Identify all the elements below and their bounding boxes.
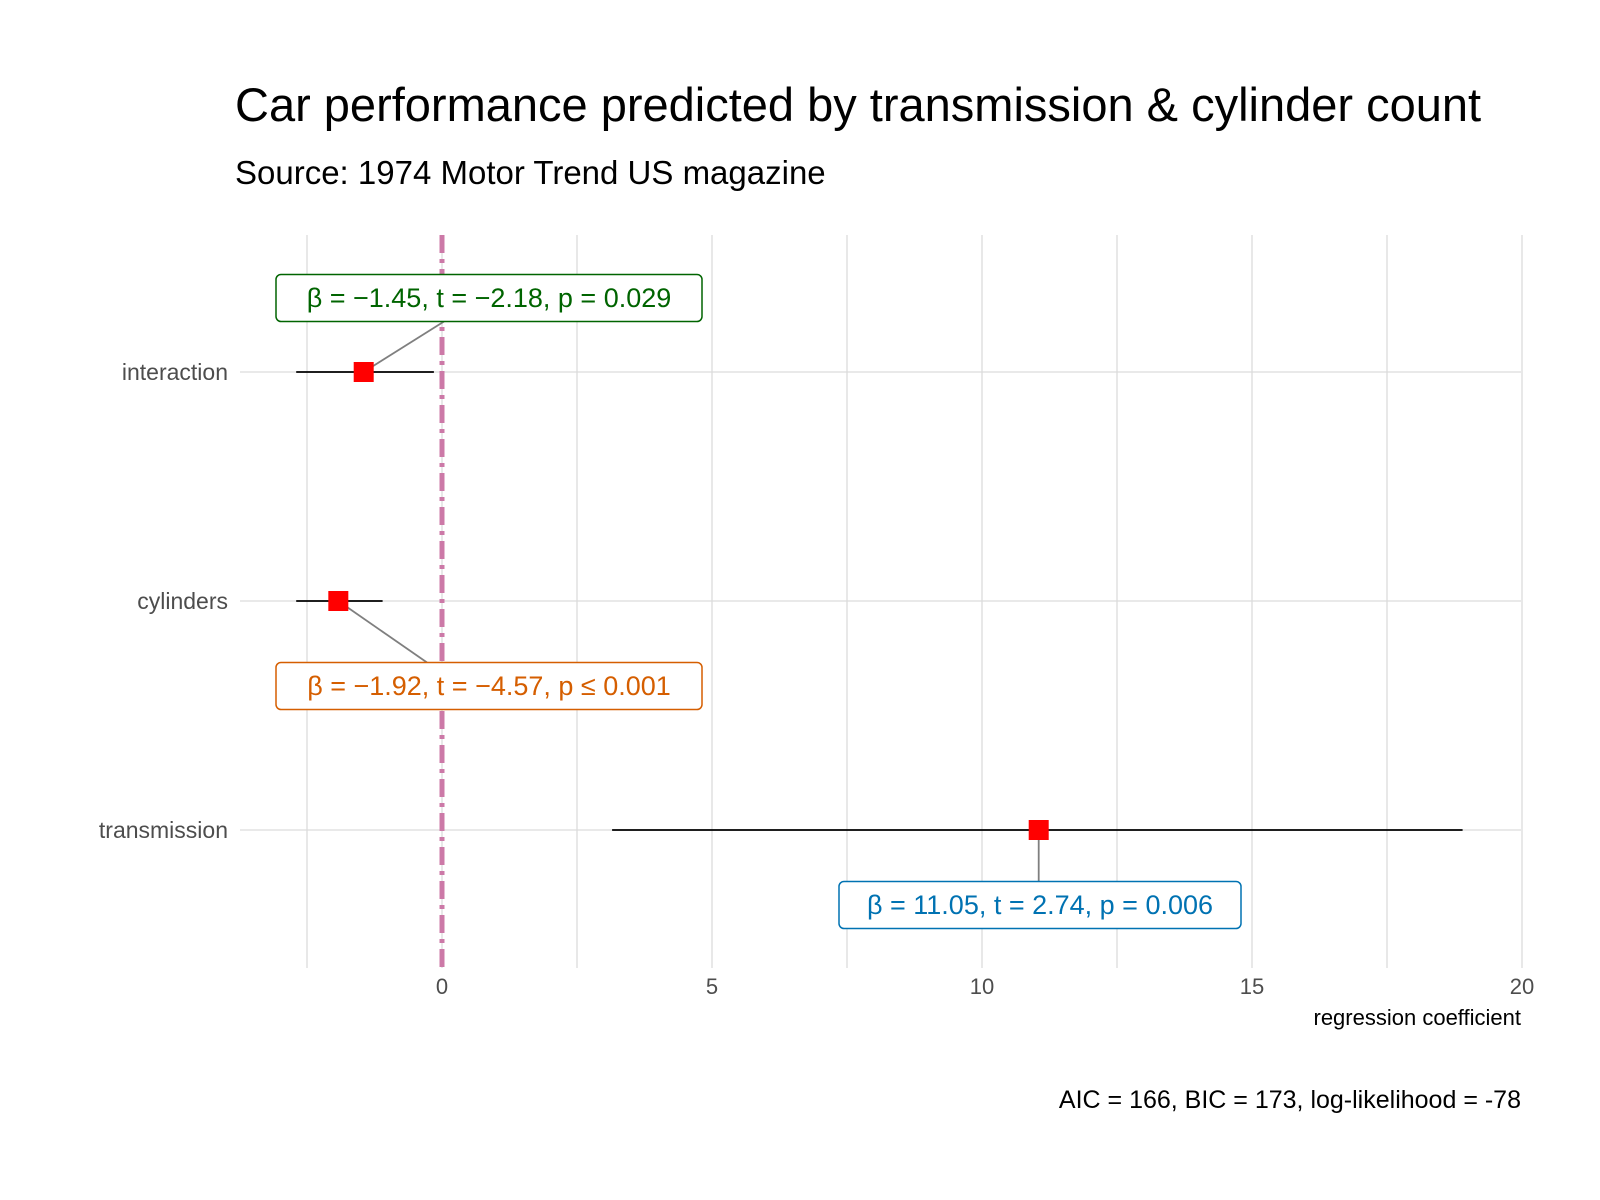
x-axis-label: regression coefficient xyxy=(1314,1005,1522,1030)
x-tick-label: 0 xyxy=(436,974,448,999)
stat-label-box-interaction xyxy=(275,273,703,323)
y-tick-label: transmission xyxy=(99,817,228,843)
x-tick-label: 15 xyxy=(1240,974,1264,999)
estimate-marker-interaction xyxy=(353,362,374,382)
x-tick-label: 20 xyxy=(1510,974,1534,999)
label-connector-cylinders xyxy=(337,600,428,664)
stat-label-box-transmission xyxy=(838,880,1242,930)
x-tick-label: 10 xyxy=(970,974,994,999)
stat-label-cylinders: β = −1.92, t = −4.57, p ≤ 0.001 xyxy=(307,671,671,701)
chart-title: Car performance predicted by transmissio… xyxy=(235,78,1481,131)
y-tick-label: cylinders xyxy=(137,588,228,614)
label-connector-interaction xyxy=(363,320,445,373)
model-fit-caption: AIC = 166, BIC = 173, log-likelihood = -… xyxy=(1059,1086,1521,1114)
chart-subtitle: Source: 1974 Motor Trend US magazine xyxy=(235,154,826,191)
y-tick-label: interaction xyxy=(122,359,228,385)
axes: 0 5 10 15 20 interaction cylinders transmission xyxy=(99,359,1534,999)
estimate-marker-cylinders xyxy=(328,591,349,611)
coefficient-marks: β = −1.45, t = −2.18, p = 0.029 β = −1.92… xyxy=(275,273,1463,930)
stat-label-box-cylinders xyxy=(275,661,703,711)
stat-label-interaction: β = −1.45, t = −2.18, p = 0.029 xyxy=(307,283,672,313)
estimate-marker-transmission xyxy=(1028,820,1049,840)
stat-label-transmission: β = 11.05, t = 2.74, p = 0.006 xyxy=(867,890,1213,920)
x-tick-label: 5 xyxy=(706,974,718,999)
grid xyxy=(240,235,1523,968)
